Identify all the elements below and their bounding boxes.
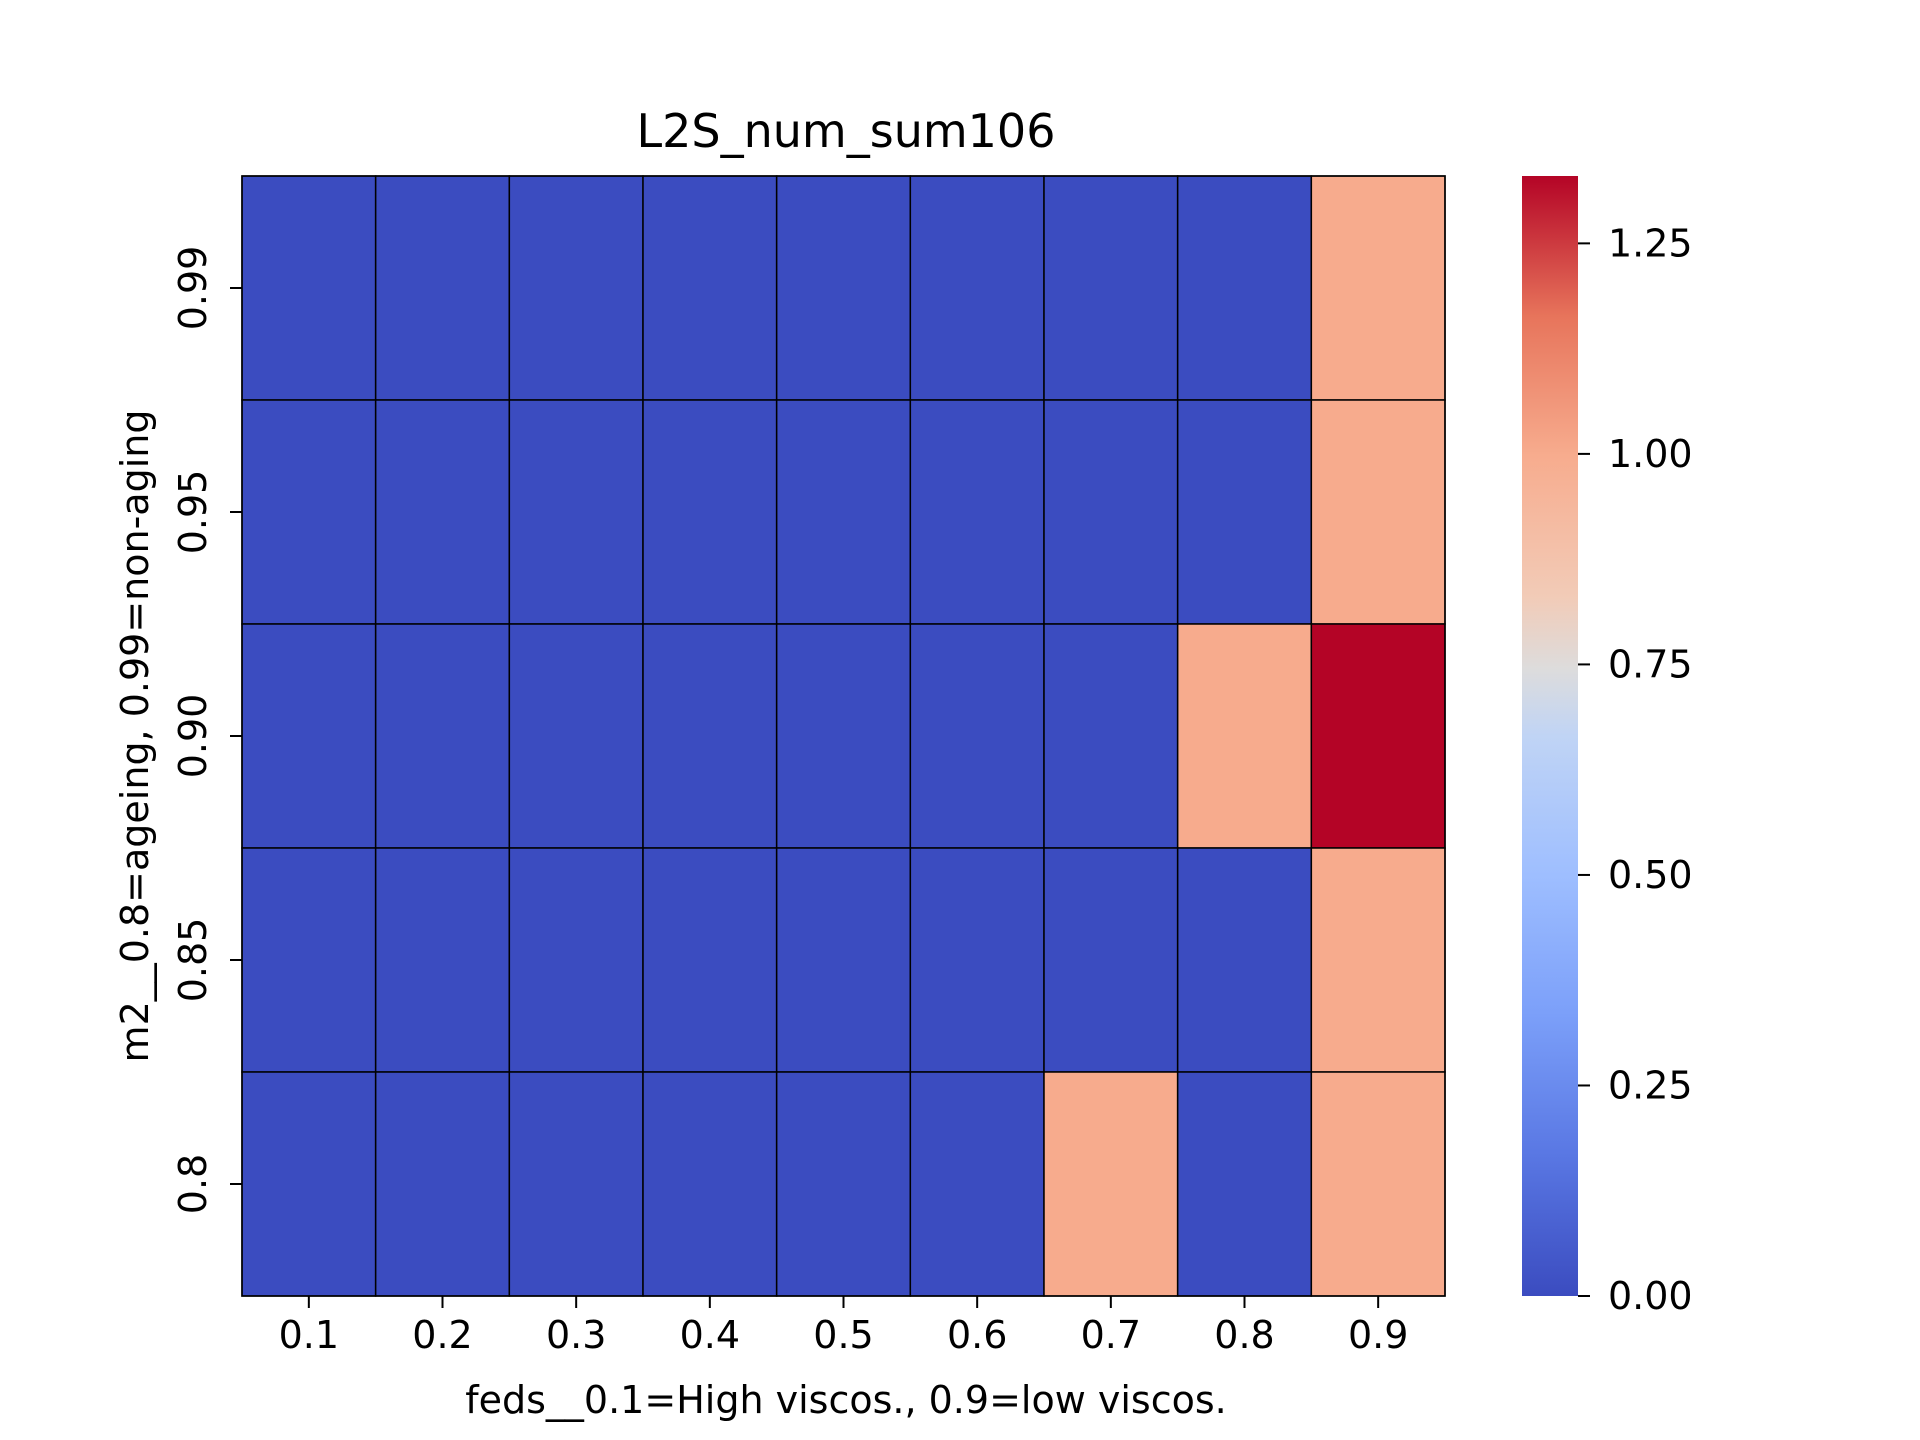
heatmap-cell-0-6 <box>1043 175 1179 401</box>
colorbar-tick-label: 0.00 <box>1608 1274 1693 1318</box>
heatmap-cell-3-6 <box>1043 847 1179 1073</box>
x-tick-label: 0.6 <box>947 1313 1007 1357</box>
x-tick-label: 0.3 <box>546 1313 606 1357</box>
x-tick-label: 0.8 <box>1214 1313 1274 1357</box>
heatmap-cell-2-4 <box>775 623 912 849</box>
heatmap-cell-0-8 <box>1310 175 1446 401</box>
heatmap-cell-3-2 <box>508 847 644 1073</box>
colorbar-tick-label: 0.50 <box>1608 853 1693 897</box>
heatmap-cell-0-2 <box>508 175 644 401</box>
x-tick-label: 0.5 <box>813 1313 873 1357</box>
heatmap-cell-4-4 <box>775 1071 912 1297</box>
y-tick-label: 0.8 <box>171 1154 215 1214</box>
heatmap-cell-4-1 <box>374 1071 511 1297</box>
heatmap-cell-2-2 <box>508 623 644 849</box>
y-tick-label: 0.85 <box>171 918 215 1003</box>
colorbar-ticks: 0.00 0.25 0.50 0.75 1.00 1.25 <box>1578 221 1693 1318</box>
heatmap-cell-2-8 <box>1310 623 1446 849</box>
heatmap-cells <box>241 175 1446 1297</box>
colorbar-tick-label: 0.25 <box>1608 1063 1693 1107</box>
heatmap-cell-3-5 <box>909 847 1045 1073</box>
heatmap-cell-1-3 <box>642 399 778 625</box>
y-tick-label: 0.95 <box>171 470 215 555</box>
colorbar <box>1522 176 1578 1296</box>
x-tick-label: 0.4 <box>680 1313 740 1357</box>
heatmap-cell-4-7 <box>1176 1071 1313 1297</box>
y-axis-ticks: 0.99 0.95 0.90 0.85 0.8 <box>171 246 242 1214</box>
colorbar-tick-label: 1.25 <box>1608 221 1693 265</box>
heatmap-cell-4-5 <box>909 1071 1045 1297</box>
y-tick-label: 0.90 <box>171 694 215 779</box>
heatmap-cell-2-1 <box>374 623 511 849</box>
heatmap-cell-3-8 <box>1310 847 1446 1073</box>
heatmap-cell-0-7 <box>1176 175 1313 401</box>
heatmap-cell-4-3 <box>642 1071 778 1297</box>
heatmap-cell-4-8 <box>1310 1071 1446 1297</box>
heatmap-cell-3-4 <box>775 847 912 1073</box>
heatmap-cell-1-6 <box>1043 399 1179 625</box>
heatmap-cell-2-0 <box>241 623 377 849</box>
heatmap-cell-3-3 <box>642 847 778 1073</box>
x-tick-label: 0.2 <box>412 1313 472 1357</box>
x-tick-label: 0.7 <box>1081 1313 1141 1357</box>
heatmap-cell-2-5 <box>909 623 1045 849</box>
heatmap-cell-2-7 <box>1176 623 1313 849</box>
heatmap-cell-1-1 <box>374 399 511 625</box>
chart-title: L2S_num_sum106 <box>637 104 1056 158</box>
colorbar-tick-label: 1.00 <box>1608 432 1693 476</box>
x-tick-label: 0.1 <box>279 1313 339 1357</box>
heatmap-cell-1-5 <box>909 399 1045 625</box>
heatmap-cell-0-5 <box>909 175 1045 401</box>
heatmap-cell-3-0 <box>241 847 377 1073</box>
heatmap-cell-2-3 <box>642 623 778 849</box>
y-axis-label: m2__0.8=ageing, 0.99=non-aging <box>113 410 157 1063</box>
heatmap-cell-1-4 <box>775 399 912 625</box>
heatmap-cell-1-2 <box>508 399 644 625</box>
heatmap-cell-1-0 <box>241 399 377 625</box>
heatmap-cell-4-2 <box>508 1071 644 1297</box>
heatmap-cell-1-7 <box>1176 399 1313 625</box>
heatmap-cell-4-0 <box>241 1071 377 1297</box>
heatmap-cell-0-0 <box>241 175 377 401</box>
heatmap-cell-1-8 <box>1310 399 1446 625</box>
colorbar-tick-label: 0.75 <box>1608 642 1693 686</box>
heatmap-cell-3-7 <box>1176 847 1313 1073</box>
heatmap-cell-0-4 <box>775 175 912 401</box>
heatmap-cell-2-6 <box>1043 623 1179 849</box>
heatmap-cell-4-6 <box>1043 1071 1179 1297</box>
heatmap-cell-3-1 <box>374 847 511 1073</box>
y-tick-label: 0.99 <box>171 246 215 331</box>
x-axis-ticks: 0.1 0.2 0.3 0.4 0.5 0.6 0.7 0.8 0.9 <box>279 1296 1408 1357</box>
x-tick-label: 0.9 <box>1348 1313 1408 1357</box>
x-axis-label: feds__0.1=High viscos., 0.9=low viscos. <box>465 1378 1226 1422</box>
heatmap-cell-0-3 <box>642 175 778 401</box>
heatmap-cell-0-1 <box>374 175 511 401</box>
